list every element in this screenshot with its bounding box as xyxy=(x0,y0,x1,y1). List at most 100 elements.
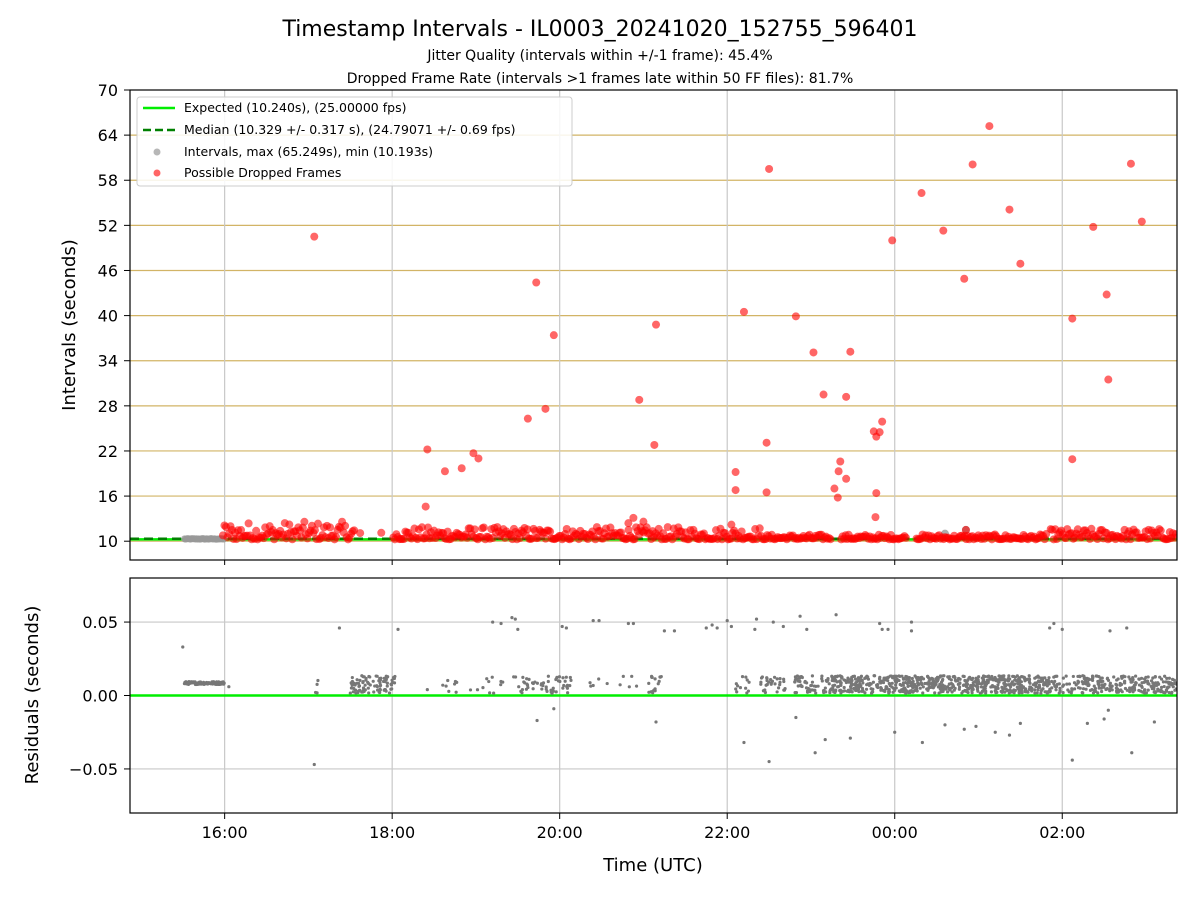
residual-point xyxy=(1036,688,1040,692)
residual-point xyxy=(513,617,517,621)
legend-intervals-swatch xyxy=(153,148,161,156)
residual-point xyxy=(1167,676,1171,680)
intervals-plot-frame xyxy=(129,89,1178,561)
residual-point xyxy=(794,677,799,681)
residual-point xyxy=(377,690,381,694)
residual-point xyxy=(977,675,981,679)
residual-point xyxy=(901,689,905,693)
dropped-frame-point xyxy=(830,484,839,493)
dropped-frame-point xyxy=(457,464,466,473)
residual-point xyxy=(1016,685,1020,689)
dropped-frame-point xyxy=(961,525,970,534)
residual-point xyxy=(909,620,914,624)
residual-point xyxy=(491,620,495,624)
residual-point xyxy=(961,683,966,687)
residual-point xyxy=(475,688,480,692)
residual-point xyxy=(386,675,390,679)
residual-point xyxy=(1054,688,1058,692)
residual-point xyxy=(1007,674,1011,678)
residual-point xyxy=(938,687,942,691)
residual-point xyxy=(372,690,376,694)
residual-point xyxy=(1004,687,1008,691)
dropped-frame-point xyxy=(326,523,335,532)
residual-point xyxy=(754,617,759,621)
residual-point xyxy=(1154,681,1158,685)
time-x-tick-label: 18:00 xyxy=(369,823,415,842)
residual-point xyxy=(1139,689,1143,693)
residual-point xyxy=(1139,676,1144,680)
residual-point xyxy=(1070,687,1074,691)
residual-point xyxy=(989,690,994,694)
dropped-frame-point xyxy=(285,520,294,529)
residual-point xyxy=(181,645,185,649)
dropped-frame-point xyxy=(1104,375,1113,384)
residual-point xyxy=(938,675,942,679)
residual-point xyxy=(1003,690,1007,694)
residual-point xyxy=(358,678,362,683)
dropped-frame-point xyxy=(1126,159,1135,168)
residual-point xyxy=(1078,686,1082,690)
residual-point xyxy=(546,679,550,684)
residual-point xyxy=(773,682,777,686)
residual-point xyxy=(804,686,809,690)
residual-point xyxy=(1088,688,1093,692)
dropped-frame-point xyxy=(872,489,881,498)
residual-point xyxy=(1106,708,1110,712)
residual-point xyxy=(1165,676,1169,680)
residual-point xyxy=(764,683,768,687)
residual-point xyxy=(771,620,775,624)
residual-point xyxy=(946,690,950,694)
residual-point xyxy=(945,685,950,689)
residual-point xyxy=(869,691,874,695)
residual-point xyxy=(1048,626,1052,630)
residual-point xyxy=(1100,683,1104,687)
residual-point xyxy=(1093,686,1098,691)
dropped-frame-point xyxy=(469,449,478,458)
residual-point xyxy=(810,674,815,678)
residual-point xyxy=(958,681,962,686)
residual-point xyxy=(852,674,857,678)
residual-point xyxy=(1162,690,1166,695)
residual-point xyxy=(1128,677,1132,681)
residual-point xyxy=(854,688,858,693)
residual-point xyxy=(1167,690,1171,695)
residual-point xyxy=(517,685,521,689)
dropped-frame-point xyxy=(1102,290,1111,299)
residual-point xyxy=(1161,680,1166,684)
residual-point xyxy=(971,683,976,687)
residual-point xyxy=(853,677,858,681)
residual-point xyxy=(647,681,651,685)
residual-point xyxy=(316,678,320,683)
residual-point xyxy=(1000,685,1004,690)
residual-point xyxy=(831,686,835,690)
dropped-frame-point xyxy=(440,467,449,476)
residuals-data xyxy=(130,613,1177,767)
residual-point xyxy=(1146,688,1150,692)
residual-point xyxy=(861,681,865,685)
residual-point xyxy=(361,675,365,679)
dropped-frame-point xyxy=(842,474,851,483)
intervals-y-tick-label: 40 xyxy=(98,307,118,326)
residual-point xyxy=(943,723,947,727)
residual-point xyxy=(915,677,919,681)
residual-point xyxy=(942,684,947,688)
residual-point xyxy=(634,684,639,688)
residual-point xyxy=(1120,675,1125,679)
residual-point xyxy=(488,691,492,695)
dropped-frame-point xyxy=(765,164,774,173)
residual-point xyxy=(1116,690,1120,694)
residual-point xyxy=(886,627,890,632)
residual-point xyxy=(1071,674,1075,679)
residual-point xyxy=(1096,691,1100,695)
residual-point xyxy=(1028,685,1032,689)
residual-point xyxy=(565,686,570,690)
dropped-frame-point xyxy=(244,519,253,528)
dropped-frame-point xyxy=(833,493,842,502)
time-x-axis-label: Time (UTC) xyxy=(602,855,703,876)
residual-point xyxy=(1030,689,1034,693)
dropped-frame-point xyxy=(470,525,479,534)
legend-expected-label: Expected (10.240s), (25.00000 fps) xyxy=(184,100,406,115)
residual-point xyxy=(1081,687,1086,691)
residual-point xyxy=(834,613,838,617)
intervals-y-tick-label: 16 xyxy=(98,487,118,506)
